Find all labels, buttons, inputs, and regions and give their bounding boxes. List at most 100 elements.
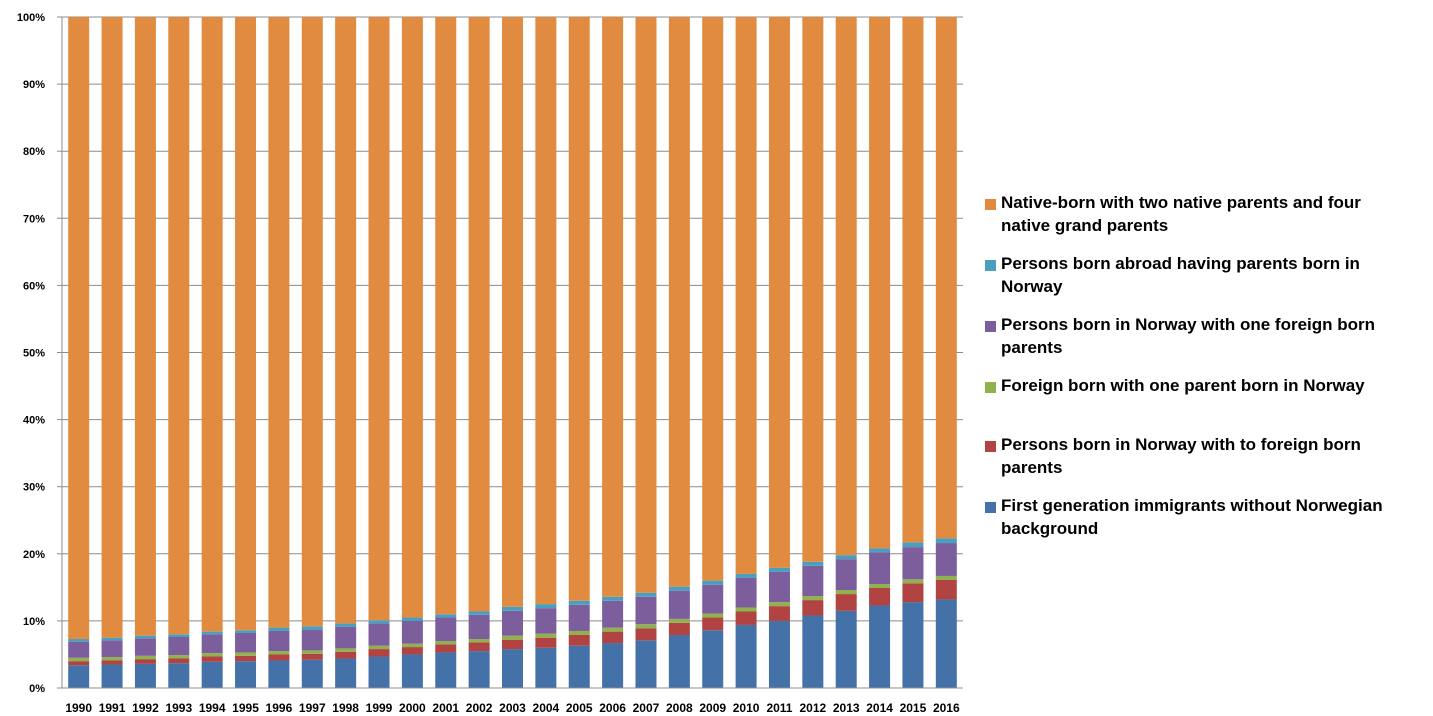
y-tick-label: 40%	[23, 415, 45, 427]
legend-item: Persons born in Norway with one foreign …	[985, 315, 1375, 357]
bar-segment-series-4	[235, 633, 256, 652]
bar-stack-2009	[702, 17, 723, 688]
bar-segment-series-1	[569, 646, 590, 688]
legend-swatch	[985, 382, 996, 393]
bar-segment-series-2	[669, 623, 690, 635]
bar-stack-2008	[669, 17, 690, 688]
legend-item: Foreign born with one parent born in Nor…	[985, 376, 1365, 395]
x-tick-label: 1994	[199, 701, 226, 715]
bar-segment-series-1	[836, 611, 857, 688]
bar-segment-series-3	[635, 624, 656, 628]
legend-label: First generation immigrants without Norw…	[1001, 496, 1383, 538]
bar-segment-series-2	[702, 618, 723, 631]
y-tick-label: 80%	[23, 146, 45, 158]
bar-segment-series-1	[68, 665, 89, 688]
bar-segment-series-4	[335, 627, 356, 648]
bar-segment-series-2	[902, 583, 923, 602]
legend-label: Native-born with two native parents and …	[1001, 193, 1361, 235]
x-tick-label: 2016	[933, 701, 960, 715]
bar-segment-series-5	[836, 555, 857, 559]
bar-segment-series-2	[369, 649, 390, 656]
bar-segment-series-5	[168, 634, 189, 637]
bar-segment-series-4	[702, 585, 723, 614]
bar-segment-series-1	[335, 658, 356, 688]
bar-segment-series-1	[535, 648, 556, 688]
bar-segment-series-5	[602, 597, 623, 601]
bar-segment-series-6	[836, 17, 857, 555]
x-tick-label: 2003	[499, 701, 526, 715]
bar-segment-series-6	[302, 17, 323, 626]
bar-segment-series-6	[235, 17, 256, 630]
bar-segment-series-4	[602, 601, 623, 628]
y-tick-label: 70%	[23, 213, 45, 225]
bar-segment-series-6	[902, 17, 923, 542]
bar-segment-series-6	[202, 17, 223, 632]
bar-segment-series-5	[335, 624, 356, 627]
bar-segment-series-5	[135, 636, 156, 639]
bar-segment-series-3	[469, 639, 490, 642]
bar-segment-series-5	[369, 620, 390, 623]
bar-segment-series-6	[335, 17, 356, 624]
bar-segment-series-2	[202, 656, 223, 661]
bar-stack-1993	[168, 17, 189, 688]
bar-segment-series-3	[736, 607, 757, 611]
bar-segment-series-5	[802, 562, 823, 566]
bar-segment-series-1	[268, 660, 289, 688]
y-tick-label: 10%	[23, 616, 45, 628]
bar-stack-2010	[736, 17, 757, 688]
bar-segment-series-3	[202, 653, 223, 656]
bar-segment-series-1	[602, 643, 623, 688]
bar-segment-series-1	[302, 660, 323, 688]
bar-stack-2016	[936, 17, 957, 688]
bar-segment-series-2	[769, 606, 790, 621]
legend-item: Native-born with two native parents and …	[985, 193, 1361, 235]
bar-stack-2014	[869, 17, 890, 688]
bar-stack-1991	[102, 17, 123, 688]
bar-segment-series-3	[102, 657, 123, 660]
x-tick-label: 2009	[699, 701, 726, 715]
bar-segment-series-3	[769, 602, 790, 606]
x-tick-label: 2001	[432, 701, 459, 715]
bar-segment-series-6	[702, 17, 723, 581]
bar-segment-series-3	[435, 641, 456, 644]
bar-segment-series-3	[168, 655, 189, 658]
bar-segment-series-3	[68, 658, 89, 661]
bar-segment-series-2	[602, 632, 623, 643]
bar-segment-series-5	[469, 612, 490, 615]
bar-segment-series-3	[502, 636, 523, 640]
legend-swatch	[985, 321, 996, 332]
bar-stack-1999	[369, 17, 390, 688]
bar-segment-series-2	[635, 628, 656, 640]
bar-stack-1990	[68, 17, 89, 688]
x-tick-label: 2002	[466, 701, 493, 715]
x-tick-label: 1991	[99, 701, 126, 715]
bar-segment-series-3	[902, 579, 923, 583]
bar-segment-series-4	[836, 559, 857, 590]
bar-segment-series-4	[769, 572, 790, 602]
bar-segment-series-4	[869, 552, 890, 584]
y-tick-label: 20%	[23, 549, 45, 561]
bar-segment-series-6	[402, 17, 423, 618]
x-tick-label: 1993	[165, 701, 192, 715]
legend-swatch	[985, 260, 996, 271]
bar-segment-series-6	[68, 17, 89, 639]
bar-segment-series-6	[569, 17, 590, 601]
legend: Native-born with two native parents and …	[985, 193, 1383, 538]
bar-stack-1992	[135, 17, 156, 688]
x-tick-label: 1992	[132, 701, 159, 715]
bar-stack-2005	[569, 17, 590, 688]
bar-segment-series-2	[402, 647, 423, 654]
x-tick-label: 2008	[666, 701, 693, 715]
y-tick-label: 30%	[23, 482, 45, 494]
bar-segment-series-1	[469, 651, 490, 688]
x-tick-label: 2006	[599, 701, 626, 715]
bar-segment-series-2	[469, 642, 490, 651]
bar-segment-series-5	[902, 542, 923, 547]
x-tick-label: 2012	[799, 701, 826, 715]
bar-segment-series-1	[902, 602, 923, 688]
bar-segment-series-3	[135, 656, 156, 659]
bar-segment-series-2	[135, 659, 156, 664]
bar-segment-series-6	[502, 17, 523, 607]
bar-segment-series-4	[802, 566, 823, 596]
